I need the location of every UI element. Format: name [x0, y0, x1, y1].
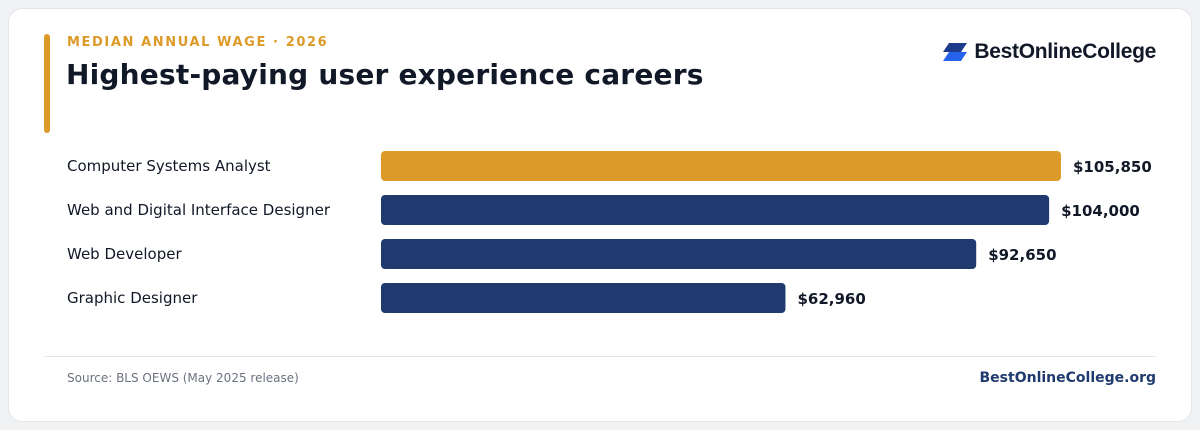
logo-shape-top	[943, 43, 968, 52]
category-label: Graphic Designer	[67, 289, 198, 307]
bar-chart: Computer Systems Analyst $105,850 Web and …	[67, 151, 1152, 313]
category-label: Web Developer	[67, 245, 182, 263]
bar	[381, 239, 977, 269]
brand-logo: BestOnlineCollege	[942, 40, 1156, 64]
category-label: Web and Digital Interface Designer	[67, 201, 331, 219]
footer-divider	[44, 356, 1156, 357]
bar	[381, 283, 786, 313]
value-label: $104,000	[1061, 202, 1140, 220]
accent-rule	[44, 34, 50, 133]
chart-title: Highest-paying user experience careers	[66, 58, 704, 91]
value-label: $92,650	[988, 246, 1056, 264]
bar	[381, 195, 1050, 225]
logo-text: BestOnlineCollege	[974, 40, 1156, 63]
chart-card: MEDIAN ANNUAL WAGE · 2026 Highest-paying…	[8, 8, 1192, 422]
value-label: $105,850	[1073, 158, 1152, 176]
stacked-parallelogram-icon	[942, 42, 968, 62]
value-label: $62,960	[797, 290, 865, 308]
category-label: Computer Systems Analyst	[67, 157, 271, 175]
bar	[381, 151, 1061, 181]
source-note: Source: BLS OEWS (May 2025 release)	[67, 371, 299, 385]
logo-shape-bottom	[943, 52, 968, 61]
site-link[interactable]: BestOnlineCollege.org	[979, 370, 1156, 386]
chart-eyebrow: MEDIAN ANNUAL WAGE · 2026	[67, 35, 329, 50]
